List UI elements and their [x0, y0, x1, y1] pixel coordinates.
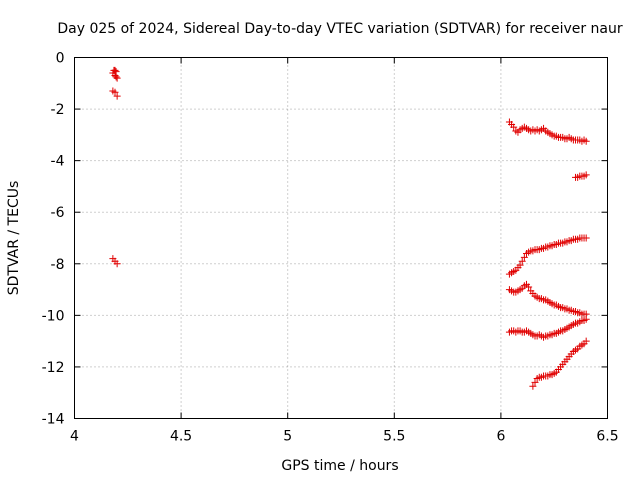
y-tick-label: -2: [51, 102, 65, 118]
x-tick-label: 5: [283, 429, 292, 445]
x-axis: 4 4.5 5 5.5 6 6.5: [70, 57, 619, 445]
data-point: [531, 378, 539, 386]
data-point: [582, 171, 590, 179]
series-track-6: [529, 337, 590, 390]
y-tick-label: -8: [51, 257, 65, 273]
chart-title: Day 025 of 2024, Sidereal Day-to-day VTE…: [57, 21, 623, 37]
data-point: [510, 123, 518, 131]
y-tick-label: -12: [42, 360, 65, 376]
grid: [74, 57, 608, 419]
series-early-a: [109, 66, 121, 82]
y-axis-label: SDTVAR / TECUs: [6, 181, 22, 296]
data-point: [111, 66, 119, 74]
x-axis-label: GPS time / hours: [281, 458, 398, 474]
data-point: [582, 337, 590, 345]
data-point: [113, 92, 121, 100]
y-tick-label: -6: [51, 205, 65, 221]
data-points: [109, 66, 590, 390]
x-tick-label: 4.5: [170, 429, 192, 445]
data-point: [582, 315, 590, 323]
series-track-4: [505, 280, 590, 318]
series-early-b: [109, 87, 121, 100]
series-track-5: [505, 315, 590, 341]
y-tick-label: -10: [42, 308, 65, 324]
x-tick-label: 4: [70, 429, 79, 445]
series-early-c: [109, 255, 121, 268]
y-tick-label: -4: [51, 154, 65, 170]
y-tick-label: -14: [42, 412, 65, 428]
data-point: [582, 137, 590, 145]
data-point: [520, 253, 528, 261]
data-point: [111, 88, 119, 96]
data-point: [113, 74, 121, 82]
series-track-1: [505, 118, 590, 145]
data-point: [518, 257, 526, 265]
data-point: [516, 261, 524, 269]
data-point: [525, 283, 533, 291]
y-axis: 0 -2 -4 -6 -8 -10 -12 -14: [42, 51, 608, 428]
x-tick-label: 6: [496, 429, 505, 445]
data-point: [112, 73, 120, 81]
series-track-2: [572, 171, 590, 181]
series-track-3: [505, 234, 590, 278]
data-point: [582, 234, 590, 242]
data-point: [113, 260, 121, 268]
plot-frame: [74, 57, 608, 419]
x-tick-label: 6.5: [596, 429, 618, 445]
x-tick-label: 5.5: [383, 429, 405, 445]
y-tick-label: 0: [56, 51, 65, 67]
data-point: [529, 382, 537, 390]
